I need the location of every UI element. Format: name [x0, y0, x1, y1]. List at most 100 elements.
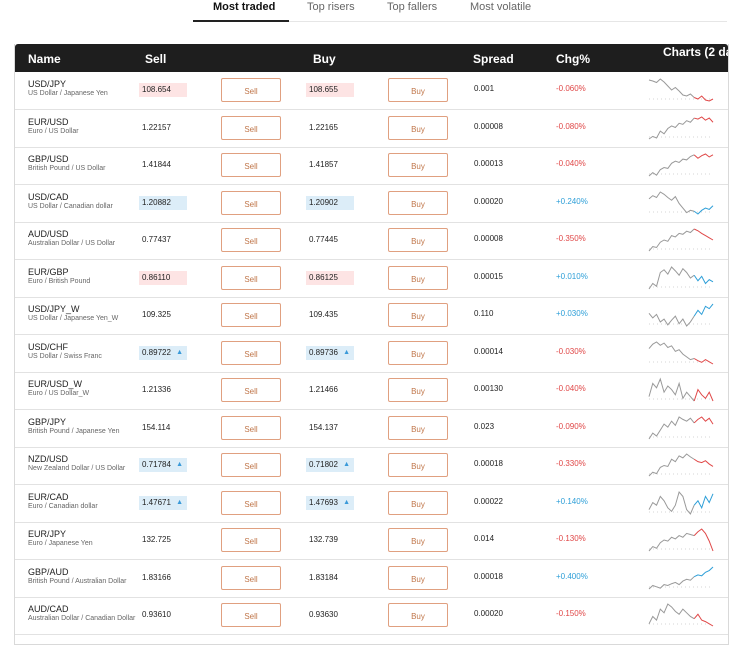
- sell-price: 1.20882: [139, 195, 187, 210]
- buy-price: 1.47693 ▲: [306, 495, 354, 510]
- buy-price: 109.435: [306, 308, 354, 322]
- sell-price-value: 0.77437: [142, 235, 171, 244]
- sell-price: 0.86110: [139, 270, 187, 285]
- pair-name: US Dollar / Japanese Yen: [28, 90, 108, 97]
- buy-price: 132.739: [306, 533, 354, 547]
- sell-button[interactable]: Sell: [221, 115, 281, 140]
- sell-price: 0.71784 ▲: [139, 458, 187, 472]
- tabs-divider: [193, 21, 727, 22]
- sell-button[interactable]: Sell: [221, 528, 281, 552]
- table-row: EUR/USD_W Euro / US Dollar_W 1.21336 Sell 1.…: [15, 372, 728, 410]
- buy-price-value: 1.21466: [309, 385, 338, 394]
- pair-name: Australian Dollar / US Dollar: [28, 240, 116, 247]
- tab-most-traded[interactable]: Most traded: [213, 1, 276, 13]
- buy-button[interactable]: Buy: [388, 565, 448, 590]
- sparkline-chart: [648, 303, 714, 327]
- sell-button[interactable]: Sell: [221, 565, 281, 590]
- sell-button[interactable]: Sell: [221, 228, 281, 252]
- buy-button[interactable]: Buy: [388, 303, 448, 327]
- change-percent: -0.130%: [556, 534, 586, 543]
- sell-button[interactable]: Sell: [221, 453, 281, 477]
- pair-symbol: AUD/USD: [28, 229, 69, 239]
- sparkline-recent: [693, 566, 714, 577]
- buy-button[interactable]: Buy: [388, 190, 448, 215]
- pair-name: Euro / British Pound: [28, 277, 91, 285]
- buy-price-value: 108.655: [309, 85, 338, 94]
- buy-price: 1.41857: [306, 158, 354, 172]
- pair-symbol: EUR/GBP: [28, 266, 69, 277]
- sell-button[interactable]: Sell: [221, 340, 281, 365]
- sparkline-recent: [693, 303, 714, 317]
- buy-button[interactable]: Buy: [388, 265, 448, 290]
- change-percent: +0.140%: [556, 496, 588, 506]
- sell-price-value: 0.71784: [142, 460, 171, 469]
- buy-button[interactable]: Buy: [388, 603, 448, 627]
- buy-button[interactable]: Buy: [388, 378, 448, 402]
- sell-button[interactable]: Sell: [221, 303, 281, 327]
- table-row: EUR/GBP Euro / British Pound 0.86110 Sell 0.…: [15, 260, 728, 298]
- buy-price-value: 1.22165: [309, 122, 338, 132]
- sell-button[interactable]: Sell: [221, 265, 281, 290]
- buy-price-value: 154.137: [309, 422, 338, 432]
- sell-button[interactable]: Sell: [221, 190, 281, 215]
- table-row: AUD/CAD Australian Dollar / Canadian Doll…: [15, 597, 728, 635]
- tab-top-risers[interactable]: Top risers: [307, 1, 355, 13]
- buy-button[interactable]: Buy: [388, 228, 448, 252]
- buy-button[interactable]: Buy: [388, 415, 448, 440]
- buy-button[interactable]: Buy: [388, 453, 448, 477]
- sell-price-value: 0.86110: [142, 272, 171, 282]
- pair-symbol: GBP/AUD: [28, 566, 69, 577]
- sparkline-history: [648, 312, 695, 327]
- table-row: USD/CAD US Dollar / Canadian dollar 1.2088…: [15, 185, 728, 223]
- buy-button[interactable]: Buy: [388, 490, 448, 515]
- spread-value: 0.00015: [474, 271, 503, 281]
- sell-price-value: 109.325: [142, 310, 171, 319]
- change-percent: -0.030%: [556, 346, 586, 356]
- currency-pair: EUR/GBP Euro / British Pound: [28, 267, 146, 286]
- currency-pair: AUD/USD Australian Dollar / US Dollar: [28, 229, 146, 248]
- buy-price: 1.21466: [306, 383, 354, 397]
- change-percent: -0.350%: [556, 234, 586, 243]
- up-arrow-icon: ▲: [343, 461, 350, 468]
- active-tab-indicator: [193, 20, 289, 22]
- buy-button[interactable]: Buy: [388, 340, 448, 365]
- tab-most-volatile[interactable]: Most volatile: [470, 1, 532, 13]
- sparkline-chart: [648, 265, 714, 289]
- spread-value: 0.00014: [474, 346, 503, 356]
- tab-top-fallers[interactable]: Top fallers: [387, 1, 438, 13]
- currency-pair: EUR/USD Euro / US Dollar: [28, 117, 146, 136]
- pair-symbol: AUD/CAD: [28, 604, 69, 614]
- table-row: EUR/USD Euro / US Dollar 1.22157 Sell 1.2216…: [15, 110, 728, 148]
- buy-price: 0.86125: [306, 270, 354, 285]
- header-sell: Sell: [145, 52, 167, 66]
- header-charts: Charts (2 days): [663, 45, 728, 59]
- up-arrow-icon: ▲: [176, 498, 183, 506]
- buy-price: 108.655: [306, 83, 354, 97]
- pair-name: Australian Dollar / Canadian Dollar: [28, 615, 136, 622]
- sell-button[interactable]: Sell: [221, 153, 281, 177]
- buy-button[interactable]: Buy: [388, 528, 448, 552]
- buy-button[interactable]: Buy: [388, 115, 448, 140]
- pair-name: US Dollar / Swiss Franc: [28, 352, 102, 360]
- table-row: USD/JPY_W US Dollar / Japanese Yen_W 109.3…: [15, 297, 728, 335]
- sell-price: 1.41844: [139, 158, 187, 172]
- sell-button[interactable]: Sell: [221, 78, 281, 102]
- buy-button[interactable]: Buy: [388, 153, 448, 177]
- buy-price: 0.93630: [306, 608, 354, 622]
- sell-price: 1.47671 ▲: [139, 495, 187, 510]
- buy-button[interactable]: Buy: [388, 78, 448, 102]
- sparkline-recent: [693, 357, 714, 364]
- currency-pair: USD/CHF US Dollar / Swiss Franc: [28, 342, 146, 361]
- spread-value: 0.00008: [474, 234, 503, 243]
- sell-price-value: 1.22157: [142, 122, 171, 132]
- sell-button[interactable]: Sell: [221, 415, 281, 440]
- sparkline-chart: [648, 340, 714, 364]
- sell-button[interactable]: Sell: [221, 490, 281, 515]
- sparkline-chart: [648, 528, 714, 552]
- sell-button[interactable]: Sell: [221, 378, 281, 402]
- table-row: GBP/USD British Pound / US Dollar 1.41844 S…: [15, 147, 728, 185]
- table-row: EUR/CAD Euro / Canadian dollar 1.47671 ▲ Sel…: [15, 485, 728, 523]
- currency-pair: EUR/JPY Euro / Japanese Yen: [28, 529, 146, 548]
- sell-price: 108.654: [139, 83, 187, 97]
- sell-button[interactable]: Sell: [221, 603, 281, 627]
